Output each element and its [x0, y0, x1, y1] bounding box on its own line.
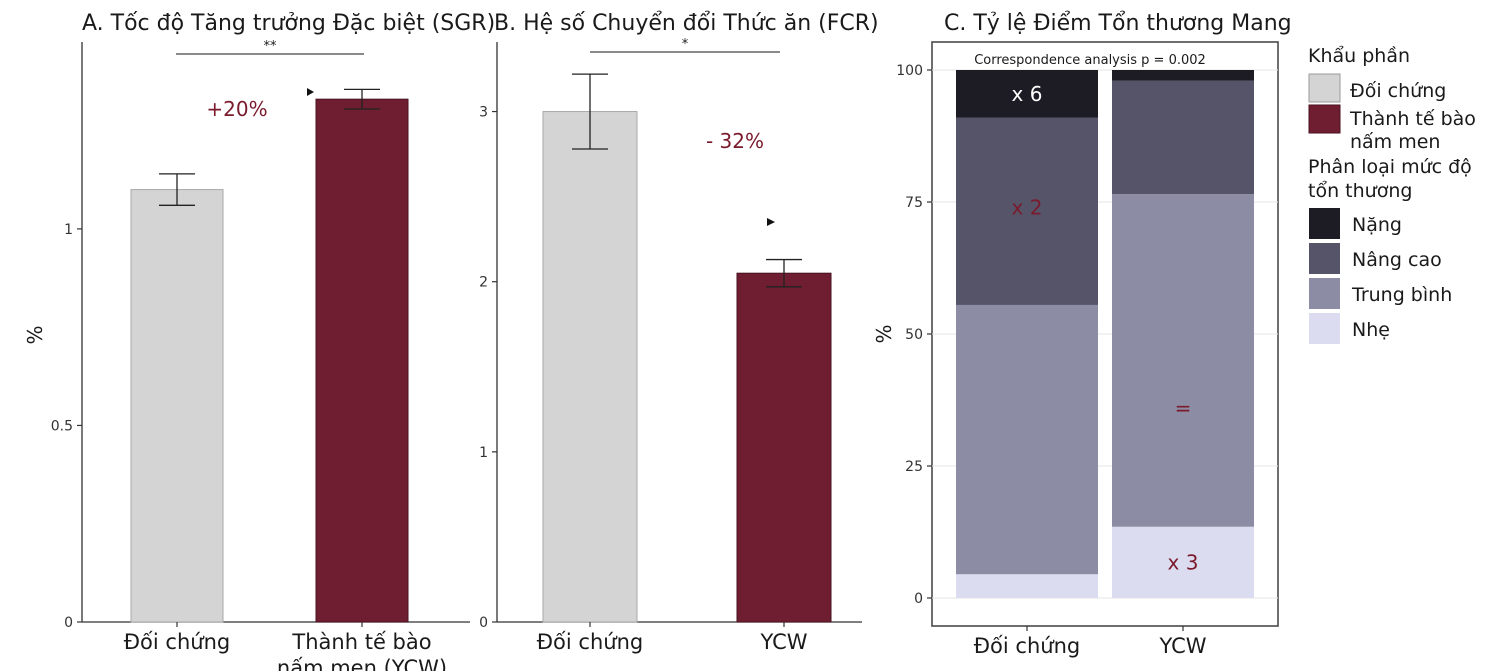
y-tick-label: 1 [64, 222, 73, 238]
y-tick-label: 25 [905, 459, 923, 475]
stacked-segment [956, 304, 1098, 575]
change-annotation: +20% [206, 97, 267, 121]
significance-note: Correspondence analysis p = 0.002 [974, 53, 1206, 68]
bar [736, 272, 832, 623]
y-tick-label: 0 [479, 615, 488, 631]
legend-swatch [1308, 73, 1341, 103]
legend-swatch [1308, 104, 1341, 134]
stacked-segment [956, 117, 1098, 305]
x-tick-label: YCW [1158, 634, 1206, 658]
stacked-segment [1112, 526, 1254, 598]
x-tick-label: Đối chứng [974, 634, 1080, 658]
panel-title: A. Tốc độ Tăng trưởng Đặc biệt (SGR) [82, 11, 495, 36]
stacked-segment [956, 574, 1098, 598]
significance-marker: * [682, 37, 689, 52]
legend-label: Thành tế bào [1349, 108, 1476, 130]
segment-label: x 3 [1168, 550, 1199, 574]
legend-swatch [1309, 278, 1340, 309]
legend-title: tổn thương [1308, 180, 1412, 202]
legend-label: Nâng cao [1352, 249, 1442, 271]
panel-B: B. Hệ số Chuyển đổi Thức ăn (FCR) 0 1 2 3 Đối… [479, 11, 879, 654]
x-tick-label: nấm men (YCW) [277, 656, 447, 671]
legend-label: nấm men [1350, 131, 1440, 153]
y-tick-label: 100 [896, 63, 923, 79]
stacked-segment [1112, 80, 1254, 195]
legend-swatch [1309, 208, 1340, 239]
panel-title: C. Tỷ lệ Điểm Tổn thương Mang [944, 11, 1292, 36]
y-tick-label: 0 [914, 591, 923, 607]
pointer-marker [307, 88, 314, 96]
x-tick-label: YCW [759, 630, 807, 654]
stacked-segment [1112, 194, 1254, 527]
legend-label: Đối chứng [1350, 80, 1446, 102]
change-annotation: - 32% [706, 129, 764, 153]
legend-label: Nặng [1352, 214, 1402, 236]
panel-C: C. Tỷ lệ Điểm Tổn thương Mang% 0 25 50 75 100… [872, 11, 1292, 658]
panel-A: A. Tốc độ Tăng trưởng Đặc biệt (SGR)% 0 0.… [23, 11, 495, 671]
y-tick-label: 0.5 [51, 418, 73, 434]
legend-swatch [1309, 243, 1340, 274]
legend-title: Phân loại mức độ [1308, 156, 1472, 178]
y-axis-label: % [872, 324, 896, 343]
y-tick-label: 0 [64, 615, 73, 631]
y-tick-label: 1 [479, 445, 488, 461]
significance-marker: ** [264, 39, 278, 54]
legend-swatch [1309, 313, 1340, 344]
pointer-marker [767, 218, 775, 226]
bar [315, 98, 409, 623]
stacked-segment [956, 70, 1098, 118]
legend-label: Nhẹ [1352, 319, 1390, 341]
legend-title: Khẩu phần [1308, 45, 1410, 67]
bar [130, 189, 224, 623]
y-tick-label: 2 [479, 275, 488, 291]
x-tick-label: Đối chứng [124, 630, 230, 654]
x-tick-label: Đối chứng [537, 630, 643, 654]
stacked-segment [1112, 70, 1254, 81]
y-axis-label: % [23, 325, 47, 344]
segment-label: x 2 [1012, 195, 1043, 219]
bar [542, 111, 638, 623]
y-tick-label: 3 [479, 105, 488, 121]
x-tick-label: Thành tế bào [291, 630, 431, 654]
y-tick-label: 50 [905, 327, 923, 343]
segment-label: = [1175, 396, 1192, 420]
segment-label: x 6 [1012, 82, 1043, 106]
legend-label: Trung bình [1351, 284, 1452, 306]
y-tick-label: 75 [905, 195, 923, 211]
panel-title: B. Hệ số Chuyển đổi Thức ăn (FCR) [494, 11, 879, 36]
